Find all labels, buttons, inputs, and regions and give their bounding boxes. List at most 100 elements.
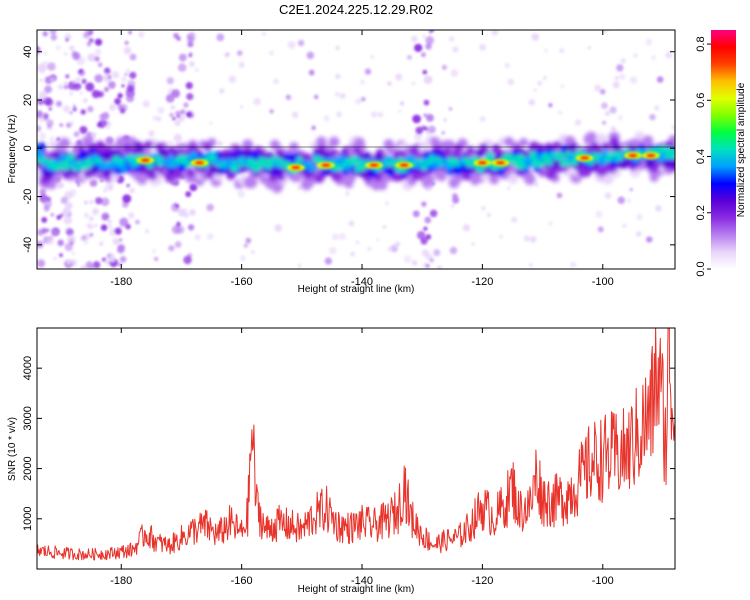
noise-speckle: [183, 102, 189, 108]
y-tick-label: 0: [22, 145, 34, 151]
noise-speckle: [334, 91, 340, 97]
noise-speckle: [69, 121, 74, 126]
noise-speckle: [99, 178, 104, 183]
noise-speckle: [617, 196, 626, 205]
band-cell: [328, 136, 340, 148]
noise-speckle: [91, 207, 100, 216]
noise-speckle: [187, 224, 195, 231]
band-cell: [642, 135, 654, 147]
noise-speckle: [491, 30, 499, 36]
noise-speckle: [103, 67, 111, 75]
noise-speckle: [471, 241, 476, 246]
x-tick-label: -140: [351, 575, 373, 587]
noise-speckle: [92, 261, 101, 269]
noise-speckle: [243, 243, 249, 248]
noise-speckle: [76, 183, 81, 187]
band-cell: [344, 164, 351, 172]
noise-speckle: [89, 265, 94, 269]
noise-speckle: [119, 108, 126, 114]
noise-speckle: [48, 106, 53, 111]
noise-speckle: [176, 221, 181, 227]
noise-speckle: [102, 257, 107, 262]
noise-speckle: [619, 73, 626, 80]
noise-speckle: [480, 205, 486, 211]
noise-speckle: [542, 75, 548, 81]
noise-speckle: [671, 125, 675, 130]
snr-y-axis: 1000 2000 3000 4000: [22, 356, 675, 531]
noise-speckle: [365, 68, 372, 75]
noise-speckle: [239, 105, 244, 109]
noise-speckle: [452, 196, 460, 204]
noise-speckle: [50, 212, 55, 217]
noise-speckle: [72, 79, 78, 84]
noise-speckle: [336, 111, 342, 118]
noise-speckle: [486, 212, 492, 218]
noise-speckle: [306, 51, 315, 60]
noise-speckle: [72, 107, 77, 112]
noise-speckle: [73, 131, 80, 138]
noise-speckle: [157, 106, 165, 114]
noise-speckle: [228, 75, 237, 84]
band-cell: [119, 163, 128, 172]
noise-speckle: [261, 31, 267, 37]
noise-speckle: [424, 216, 432, 224]
noise-speckle: [65, 74, 70, 79]
noise-speckle: [209, 121, 213, 125]
noise-speckle: [68, 189, 77, 197]
noise-speckle: [335, 73, 341, 80]
noise-speckle: [531, 33, 540, 41]
chart-title: C2E1.2024.225.12.29.R02: [279, 2, 433, 17]
band-cell: [203, 142, 212, 151]
noise-speckle: [537, 80, 543, 86]
snr-x-axis: -180 -160 -140 -120 -100: [110, 328, 614, 587]
noise-speckle: [339, 92, 346, 100]
noise-speckle: [612, 81, 620, 89]
noise-speckle: [602, 120, 607, 125]
noise-speckle: [558, 110, 563, 115]
noise-speckle: [665, 51, 673, 59]
noise-speckle: [245, 237, 252, 244]
noise-speckle: [601, 102, 608, 110]
noise-speckle: [126, 84, 135, 92]
noise-speckle: [449, 246, 458, 255]
noise-speckle: [237, 190, 245, 198]
noise-speckle: [425, 36, 435, 45]
x-tick-label: -160: [231, 276, 253, 288]
noise-speckle: [361, 96, 366, 102]
band-cell: [668, 150, 675, 160]
noise-speckle: [88, 37, 94, 43]
noise-speckle: [411, 259, 418, 266]
noise-speckle: [63, 52, 68, 56]
noise-speckle: [69, 111, 73, 115]
noise-speckle: [114, 98, 121, 105]
noise-speckle: [268, 50, 275, 56]
noise-speckle: [174, 241, 182, 248]
spectrogram-image: [37, 30, 675, 269]
snr-series-line: [37, 328, 675, 561]
x-tick-label: -100: [592, 276, 614, 288]
noise-speckle: [423, 99, 430, 106]
noise-speckle: [98, 119, 107, 129]
noise-speckle: [189, 209, 196, 216]
band-cell: [59, 153, 68, 162]
noise-speckle: [37, 125, 42, 132]
noise-speckle: [117, 244, 126, 252]
band-cell: [601, 141, 610, 150]
noise-speckle: [450, 69, 459, 77]
noise-speckle: [185, 111, 192, 118]
noise-speckle: [175, 204, 179, 208]
snr-x-axis-label: Height of straight line (km): [298, 584, 415, 595]
noise-speckle: [273, 78, 279, 85]
noise-speckle: [126, 68, 130, 73]
peak-core: [369, 162, 380, 168]
noise-speckle: [604, 110, 610, 117]
noise-speckle: [183, 255, 192, 265]
peak-core: [399, 162, 410, 168]
noise-speckle: [177, 63, 187, 72]
band-cell: [100, 151, 111, 161]
noise-speckle: [38, 90, 48, 100]
noise-speckle: [274, 224, 282, 232]
noise-speckle: [62, 105, 71, 113]
noise-speckle: [175, 110, 182, 117]
noise-speckle: [420, 52, 426, 58]
